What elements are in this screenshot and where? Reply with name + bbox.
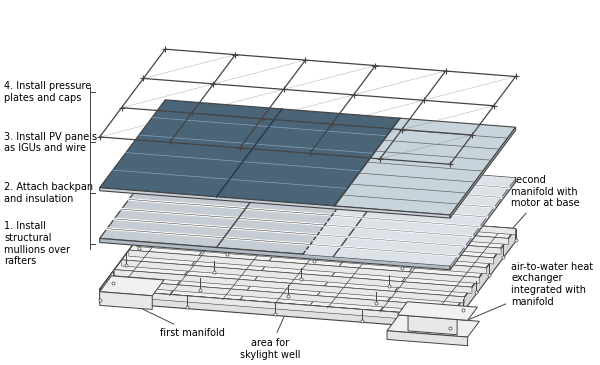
Polygon shape [450,228,515,329]
Polygon shape [387,331,467,346]
Polygon shape [151,221,501,254]
Polygon shape [100,188,450,218]
Polygon shape [158,211,508,245]
Polygon shape [100,201,515,316]
Polygon shape [100,292,152,310]
Polygon shape [450,127,515,218]
Polygon shape [165,201,515,235]
Text: first manifold: first manifold [127,301,225,338]
Text: air-to-water heat
exchanger
integrated with
manifold: air-to-water heat exchanger integrated w… [439,262,593,333]
Text: 1. Install
structural
mullions over
rafters: 1. Install structural mullions over raft… [4,222,70,266]
Polygon shape [450,178,515,270]
Polygon shape [303,166,515,266]
Polygon shape [387,315,479,337]
Polygon shape [122,260,472,293]
Polygon shape [398,302,478,320]
Text: 4. Install pressure
plates and caps: 4. Install pressure plates and caps [4,81,91,103]
Text: 2. Attach backpan
and insulation: 2. Attach backpan and insulation [4,182,93,204]
Polygon shape [114,270,464,303]
Polygon shape [107,279,457,313]
Polygon shape [129,250,479,284]
Polygon shape [100,151,515,266]
Polygon shape [100,289,450,323]
Polygon shape [100,289,450,329]
Text: area for
skylight well: area for skylight well [239,280,301,360]
Polygon shape [408,316,457,335]
Polygon shape [100,238,450,270]
Polygon shape [143,231,494,264]
Polygon shape [136,241,487,274]
Polygon shape [334,118,515,215]
Polygon shape [100,276,164,296]
Text: 3. Install PV panels
as IGUs and wire: 3. Install PV panels as IGUs and wire [4,132,97,153]
Text: second
manifold with
motor at base: second manifold with motor at base [440,175,580,310]
Polygon shape [100,100,400,206]
